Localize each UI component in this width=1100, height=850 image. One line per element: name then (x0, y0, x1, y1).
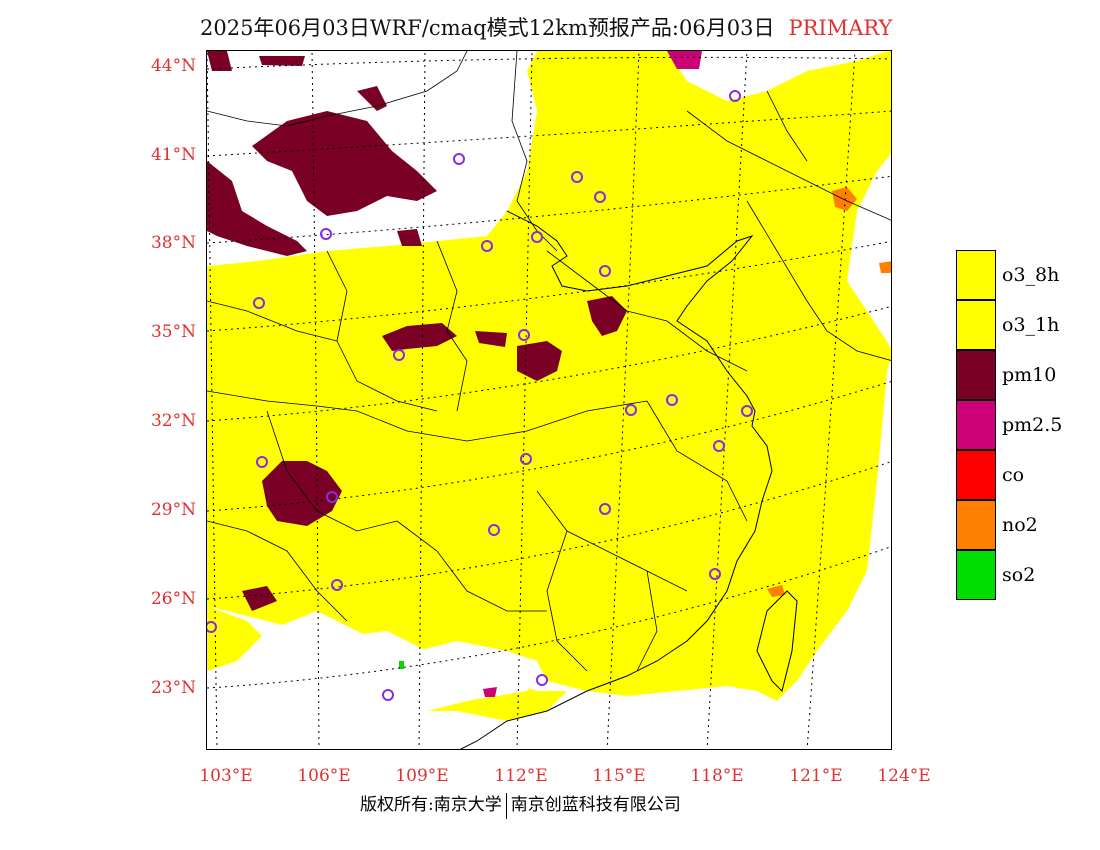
lon-label-112: 112°E (494, 766, 548, 786)
legend-swatch (956, 550, 996, 600)
legend-swatch (956, 400, 996, 450)
station-marker (536, 674, 548, 686)
graticule (207, 51, 891, 749)
station-marker (326, 491, 338, 503)
pm10-northwest (207, 161, 307, 256)
lon-label-115: 115°E (592, 766, 646, 786)
legend-label: pm10 (1002, 364, 1057, 386)
so2-spot (399, 661, 404, 669)
station-marker (207, 621, 217, 633)
pm25-northeast (667, 51, 702, 69)
pm10-shaanxi (382, 323, 457, 351)
station-marker (320, 228, 332, 240)
legend-swatch (956, 500, 996, 550)
station-marker (256, 456, 268, 468)
station-marker (599, 503, 611, 515)
pm10-north-spot (357, 86, 387, 111)
pm10-beijing (397, 229, 422, 246)
map-panel (206, 50, 892, 750)
o3-region (207, 51, 891, 701)
pm10-henan (517, 341, 562, 381)
title-tag: PRIMARY (788, 16, 893, 40)
lat-label-41: 41°N (150, 145, 196, 165)
station-marker (625, 404, 637, 416)
station-marker (599, 265, 611, 277)
lat-label-29: 29°N (150, 500, 196, 520)
legend-label: so2 (1002, 564, 1036, 586)
station-marker (382, 689, 394, 701)
station-marker (518, 329, 530, 341)
pm10-inner-mongolia (252, 111, 437, 216)
station-marker (741, 405, 753, 417)
station-marker (571, 171, 583, 183)
pm25-south-spot (483, 687, 497, 697)
clean-south (207, 611, 537, 749)
copyright-left: 版权所有:南京大学 (360, 795, 502, 815)
station-marker (729, 90, 741, 102)
footer-divider (505, 792, 507, 819)
station-marker (520, 453, 532, 465)
lon-label-124: 124°E (877, 766, 931, 786)
legend-label: o3_8h (1002, 264, 1060, 286)
clean-east (847, 153, 891, 348)
station-marker (531, 231, 543, 243)
pollutant-map (207, 51, 891, 749)
pm10-henan-east (587, 296, 627, 336)
station-marker (709, 568, 721, 580)
lon-label-103: 103°E (199, 766, 253, 786)
station-marker (393, 349, 405, 361)
lat-label-35: 35°N (150, 322, 196, 342)
lat-label-26: 26°N (150, 589, 196, 609)
map-title: 2025年06月03日WRF/cmaq模式12km预报产品:06月03日 PRIM… (200, 12, 892, 42)
lat-label-32: 32°N (150, 411, 196, 431)
pm10-yunnan (242, 586, 277, 611)
legend-swatch (956, 350, 996, 400)
legend-label: o3_1h (1002, 314, 1060, 336)
legend-label: no2 (1002, 514, 1038, 536)
legend-label: co (1002, 464, 1025, 486)
lat-label-38: 38°N (150, 233, 196, 253)
legend-label: pm2.5 (1002, 414, 1063, 436)
no2-taiwan-north (767, 585, 785, 597)
station-marker (253, 297, 265, 309)
clean-southeast (767, 486, 891, 749)
pm10-shanxi-strip (475, 331, 507, 347)
station-marker (488, 524, 500, 536)
lon-label-106: 106°E (297, 766, 351, 786)
station-marker (453, 153, 465, 165)
station-marker (594, 191, 606, 203)
copyright-right: 南京创蓝科技有限公司 (510, 795, 681, 815)
pm10-top-left (207, 51, 232, 71)
pm10-sichuan (262, 461, 342, 526)
province-boundaries (207, 51, 891, 672)
legend-swatch (956, 250, 996, 300)
lon-label-109: 109°E (395, 766, 449, 786)
no2-korea (832, 187, 857, 211)
title-text: 2025年06月03日WRF/cmaq模式12km预报产品:06月03日 (200, 16, 775, 40)
coastline (459, 210, 798, 749)
copyright-footer: 版权所有:南京大学 南京创蓝科技有限公司 (360, 790, 681, 819)
lon-label-121: 121°E (789, 766, 843, 786)
station-marker (331, 579, 343, 591)
station-markers (207, 90, 753, 701)
legend-swatch (956, 450, 996, 500)
legend-swatch (956, 300, 996, 350)
pm10-top-strip (259, 56, 305, 66)
station-marker (481, 240, 493, 252)
no2-east-edge (879, 261, 891, 273)
lat-label-23: 23°N (150, 678, 196, 698)
lat-label-44: 44°N (150, 56, 196, 76)
station-marker (666, 394, 678, 406)
lon-label-118: 118°E (690, 766, 744, 786)
station-marker (713, 440, 725, 452)
